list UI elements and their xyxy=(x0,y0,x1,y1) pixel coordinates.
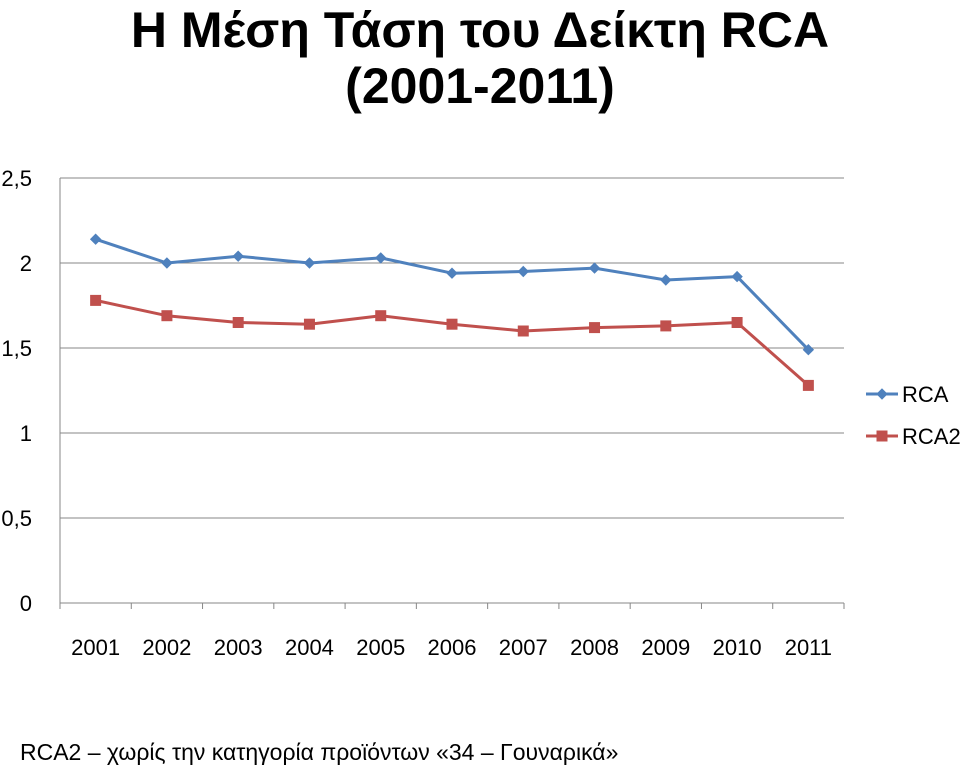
legend: RCA RCA2 xyxy=(866,382,960,449)
x-tick-label: 2009 xyxy=(641,635,690,660)
data-point xyxy=(89,233,102,245)
y-tick-label: 1,5 xyxy=(1,336,32,361)
data-point xyxy=(90,294,102,306)
y-tick-labels: 0 0,5 1 1,5 2 2,5 xyxy=(1,166,32,616)
x-tick-label: 2004 xyxy=(285,635,334,660)
legend-marker xyxy=(876,430,888,442)
data-point xyxy=(660,320,672,332)
x-tick-label: 2003 xyxy=(214,635,263,660)
data-point xyxy=(232,250,244,262)
gridlines xyxy=(60,177,844,519)
y-tick-label: 2,5 xyxy=(1,166,32,191)
axes xyxy=(59,178,845,609)
x-tick-labels: 2001 2002 2003 2004 2005 2006 2007 2008 2009 2010… xyxy=(71,635,832,660)
x-tick-label: 2007 xyxy=(499,635,548,660)
y-tick-label: 2 xyxy=(20,251,32,276)
legend-label: RCA2 xyxy=(902,424,960,449)
data-point xyxy=(161,310,173,322)
y-tick-label: 1 xyxy=(20,421,32,446)
legend-item-rca: RCA xyxy=(866,382,949,407)
footnote: RCA2 – χωρίς την κατηγορία προϊόντων «34… xyxy=(20,739,619,765)
legend-marker xyxy=(876,388,888,400)
legend-label: RCA xyxy=(902,382,949,407)
slide-title: Η Μέση Τάση του Δείκτη RCA (2001-2011) xyxy=(0,0,960,114)
x-tick-label: 2001 xyxy=(71,635,120,660)
x-tick-label: 2005 xyxy=(356,635,405,660)
series-line xyxy=(95,298,810,387)
y-tick-label: 0,5 xyxy=(1,506,32,531)
slide-title-line-2: (2001-2011) xyxy=(345,58,615,114)
data-point xyxy=(589,322,601,334)
data-point xyxy=(303,257,316,269)
line-chart: 00,511,522,5 2001 2002 2003 2004 2005 2006 200… xyxy=(1,166,960,660)
data-point xyxy=(303,318,315,330)
x-tick-label: 2011 xyxy=(785,635,832,660)
slide-title-line-1: Η Μέση Τάση του Δείκτη RCA xyxy=(130,2,830,58)
series-rca xyxy=(89,233,815,356)
data-point xyxy=(517,265,529,278)
data-point xyxy=(517,325,529,337)
x-tick-label: 2008 xyxy=(570,635,619,660)
data-point xyxy=(161,257,173,269)
data-point xyxy=(446,267,458,279)
series-lines xyxy=(89,233,815,391)
x-tick-label: 2002 xyxy=(142,635,191,660)
data-point xyxy=(375,310,387,322)
legend-item-rca2: RCA2 xyxy=(866,424,960,449)
data-point xyxy=(232,317,244,328)
x-tick-label: 2010 xyxy=(713,635,762,660)
data-point xyxy=(660,274,672,286)
data-point xyxy=(731,317,743,328)
data-point xyxy=(802,343,815,356)
series-line xyxy=(95,237,810,351)
data-point xyxy=(588,262,601,274)
series-rca2 xyxy=(90,294,814,391)
data-point xyxy=(731,270,743,283)
y-tick-label: 0 xyxy=(20,591,32,616)
data-point xyxy=(446,318,458,330)
x-tick-label: 2006 xyxy=(428,635,477,660)
data-point xyxy=(802,379,814,391)
data-point xyxy=(375,252,387,264)
